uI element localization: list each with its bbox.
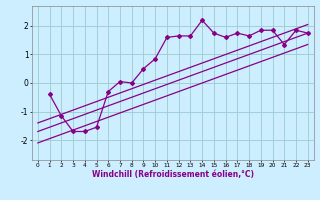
X-axis label: Windchill (Refroidissement éolien,°C): Windchill (Refroidissement éolien,°C) bbox=[92, 170, 254, 179]
